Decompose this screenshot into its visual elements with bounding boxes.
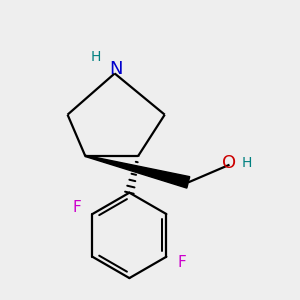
Text: F: F bbox=[73, 200, 82, 215]
Text: O: O bbox=[222, 154, 237, 172]
Text: H: H bbox=[90, 50, 101, 64]
Text: N: N bbox=[110, 60, 123, 78]
Text: F: F bbox=[177, 255, 186, 270]
Text: H: H bbox=[242, 156, 252, 170]
Polygon shape bbox=[85, 155, 190, 188]
